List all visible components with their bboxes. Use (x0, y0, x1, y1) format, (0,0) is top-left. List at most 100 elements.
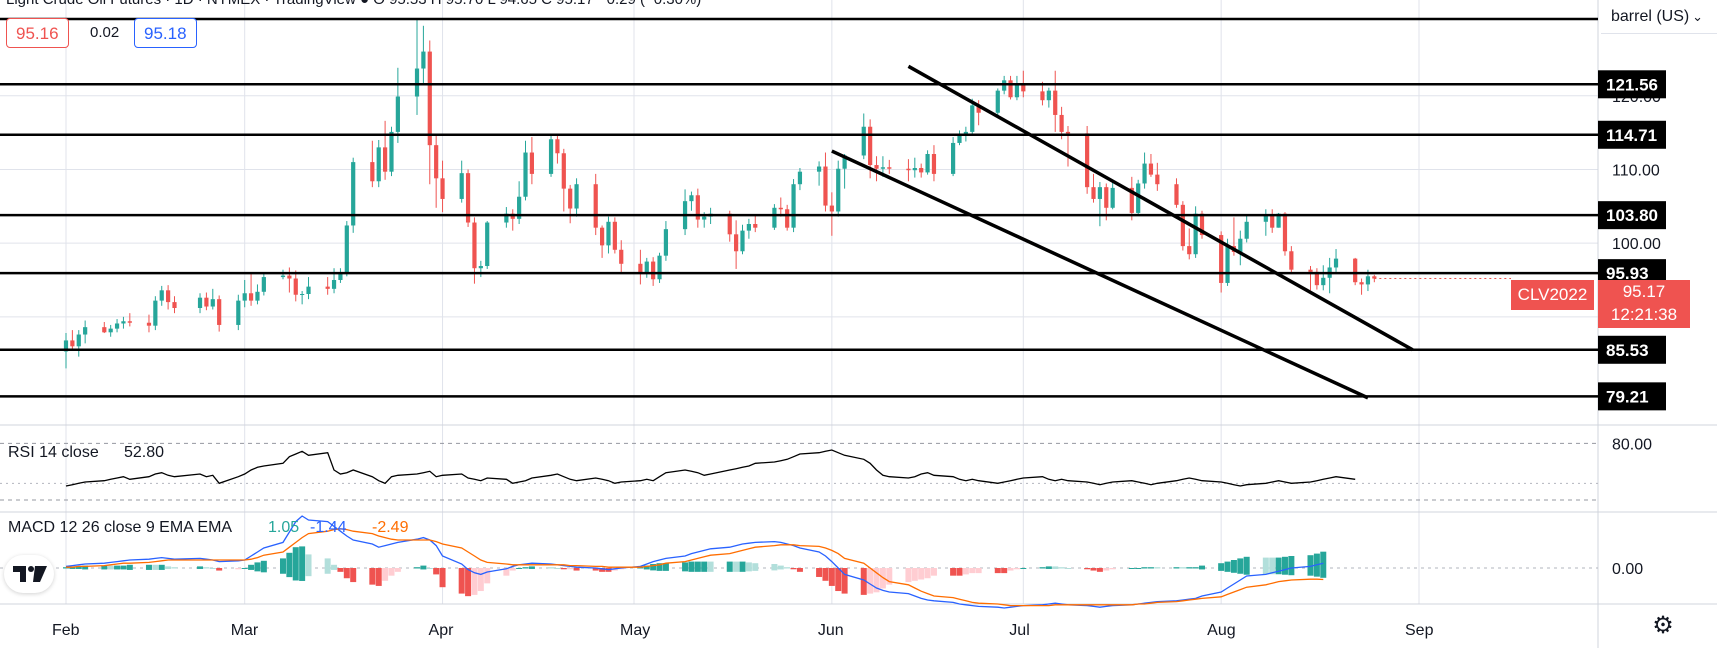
candle-body (83, 327, 88, 335)
candle-body (1238, 238, 1243, 252)
macd-histogram-bar (1001, 568, 1008, 574)
candle-body (612, 221, 617, 250)
candle-body (1040, 91, 1045, 101)
macd-histogram-bar (1020, 568, 1027, 569)
macd-histogram-bar (592, 568, 599, 571)
macd-histogram-bar (994, 568, 1001, 574)
candle-body (874, 165, 879, 169)
macd-histogram-bar (643, 565, 650, 570)
macd-signal-value: -1.44 (310, 519, 347, 536)
time-axis-label: Mar (231, 622, 259, 639)
time-axis-label: May (620, 622, 650, 639)
macd-histogram-bar (560, 568, 567, 570)
macd-histogram-bar (905, 568, 912, 583)
symbol-header-text: Light Crude Oil Futures · 1D · NYMEX · T… (6, 0, 701, 8)
candle-body (995, 90, 1000, 113)
candle-body (574, 184, 579, 209)
macd-histogram-bar (867, 568, 874, 594)
macd-histogram-bar (292, 547, 299, 581)
time-axis-label: Apr (429, 622, 455, 639)
candle-body (931, 154, 937, 174)
candle-body (427, 51, 432, 146)
macd-histogram-bar (694, 561, 701, 572)
candle-body (1053, 90, 1058, 115)
macd-histogram-bar (375, 568, 382, 586)
channel-lower-line[interactable] (831, 149, 1369, 400)
candle-body (63, 340, 69, 352)
candle-body (651, 261, 656, 280)
current-price-tag: 95.17 12:21:38 (1598, 280, 1690, 328)
candle-body (951, 142, 956, 174)
tradingview-logo[interactable] (4, 555, 54, 593)
candle-body (695, 195, 700, 220)
candle-body (414, 68, 420, 97)
macd-histogram-bar (165, 566, 172, 569)
macd-histogram-bar (822, 568, 829, 581)
macd-histogram-bar (790, 568, 797, 570)
candle-body (102, 327, 107, 333)
candle-body (957, 134, 962, 143)
candle-body (976, 105, 981, 113)
candle-body (255, 291, 260, 301)
macd-histogram-bar (433, 568, 440, 575)
candle-body (644, 261, 649, 273)
unit-selector[interactable]: barrel (US) ⌄ (1601, 0, 1717, 34)
candle-body (76, 334, 81, 347)
candle-body (197, 297, 203, 308)
symbol-header: Light Crude Oil Futures · 1D · NYMEX · T… (6, 0, 701, 9)
candle-body (568, 188, 573, 209)
macd-histogram-bar (554, 568, 561, 569)
candle-body (1308, 269, 1313, 272)
macd-histogram-bar (1281, 556, 1288, 575)
bid-price-box[interactable]: 95.16 (6, 18, 69, 48)
gear-icon[interactable]: ⚙ (1652, 612, 1674, 639)
candle-body (485, 222, 490, 266)
macd-histogram-bar (682, 562, 689, 572)
macd-histogram-bar (1147, 567, 1154, 569)
macd-histogram-bar (299, 546, 306, 581)
candle-body (242, 293, 247, 301)
candle-body (280, 275, 286, 278)
time-axis-label: Sep (1405, 622, 1434, 639)
macd-histogram-bar (458, 568, 465, 594)
macd-histogram-bar (1135, 568, 1142, 569)
macd-histogram-bar (394, 568, 401, 572)
time-axis-label: Feb (52, 622, 80, 639)
channel-upper-line[interactable] (907, 64, 1414, 352)
level-label-box (1598, 70, 1666, 99)
candle-body (740, 230, 745, 252)
level-label: 103.80 (1606, 206, 1658, 225)
candle-body (772, 207, 777, 228)
macd-histogram-bar (1064, 568, 1071, 569)
macd-histogram-bar (369, 568, 376, 585)
candle-body (963, 131, 968, 135)
candle-body (1372, 276, 1377, 279)
spread-value: 0.02 (90, 24, 120, 41)
macd-histogram-bar (816, 568, 823, 577)
candle-body (108, 328, 113, 333)
macd-histogram-bar (331, 564, 338, 570)
candle-body (555, 139, 560, 154)
rsi-value: 52.80 (124, 444, 164, 461)
candle-body (114, 323, 120, 329)
macd-hist-value: -2.49 (372, 519, 409, 536)
candle-body (1174, 184, 1179, 205)
macd-histogram-bar (114, 565, 121, 570)
macd-histogram-bar (528, 566, 535, 569)
candle-body (344, 225, 349, 274)
candle-body (376, 147, 381, 182)
ask-price-box[interactable]: 95.18 (134, 18, 197, 48)
macd-histogram-bar (484, 568, 491, 584)
candle-body (248, 293, 254, 301)
candle-body (970, 105, 975, 132)
macd-histogram-bar (1307, 555, 1314, 576)
macd-histogram-bar (522, 567, 529, 569)
macd-histogram-bar (1096, 568, 1103, 572)
macd-histogram-bar (388, 568, 395, 576)
macd-histogram-bar (962, 568, 969, 575)
candle-body (217, 299, 222, 325)
candle-body (172, 302, 177, 308)
macd-histogram-bar (860, 568, 867, 595)
